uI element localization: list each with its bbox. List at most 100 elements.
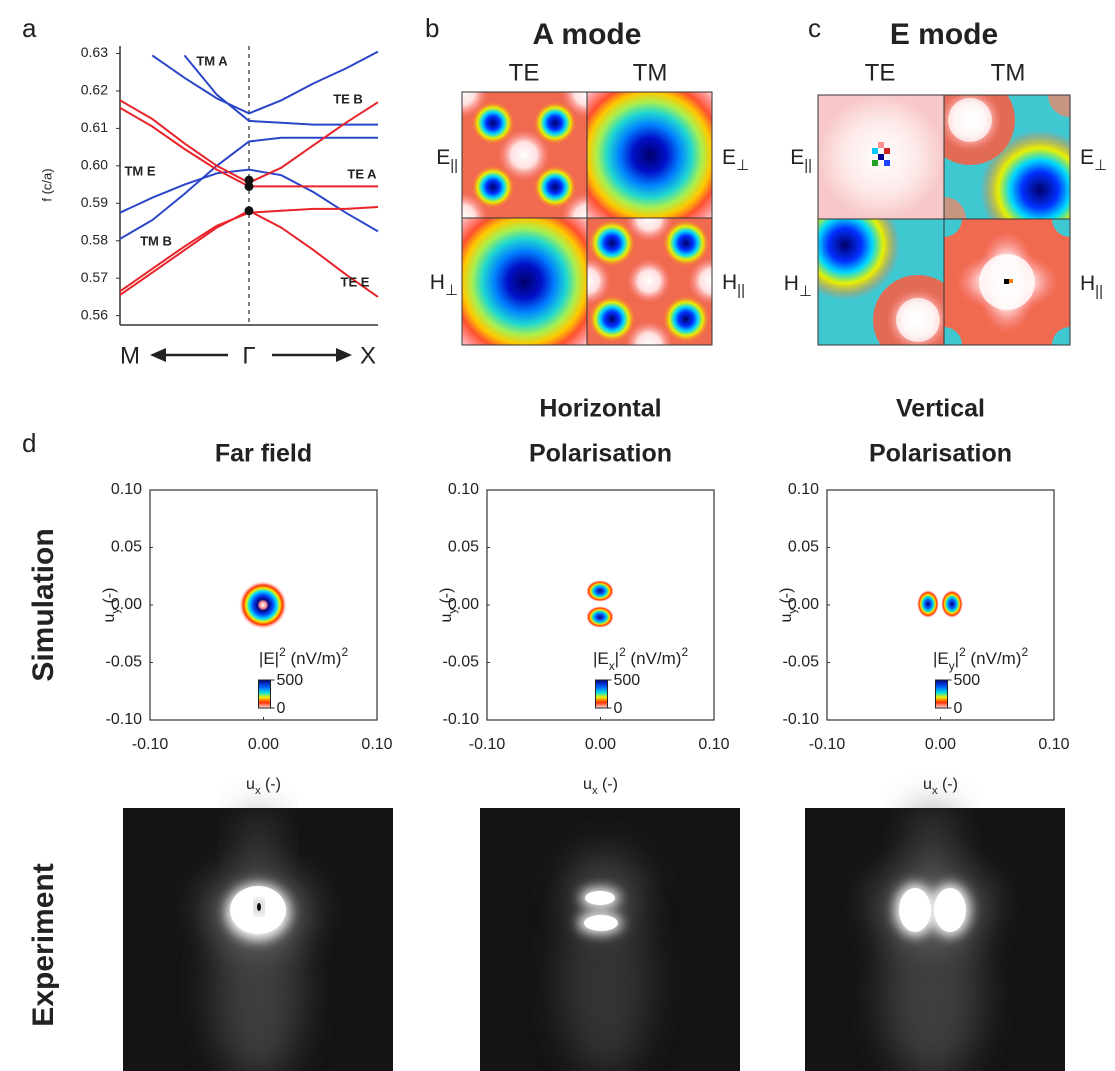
text-part: u bbox=[101, 614, 118, 623]
band-annotation: TM B bbox=[140, 233, 172, 248]
x-axis-label: X bbox=[360, 342, 376, 369]
y-tick-label: 0.61 bbox=[81, 119, 108, 135]
simulation-images bbox=[239, 580, 963, 629]
mode-title: A mode bbox=[533, 18, 642, 51]
x-axis-label: M bbox=[120, 342, 140, 369]
panel-title: Polarisation bbox=[869, 440, 1012, 468]
figure: af (c/a)0.560.570.580.590.600.610.620.63… bbox=[0, 0, 1115, 1071]
text-part: u bbox=[438, 614, 455, 623]
text-part: (-) bbox=[598, 776, 618, 793]
colorbar bbox=[596, 680, 608, 708]
map-tm-e-perp bbox=[587, 92, 712, 218]
text-part: (-) bbox=[101, 588, 118, 608]
field-label: E|| bbox=[436, 146, 458, 175]
mode-title: E mode bbox=[890, 18, 998, 51]
band-annotation: TE B bbox=[333, 91, 363, 106]
colorbar bbox=[936, 680, 948, 708]
field-label: E⊥ bbox=[1080, 146, 1107, 175]
text-part: u bbox=[923, 776, 932, 793]
band-annotation: TE A bbox=[347, 166, 377, 181]
x-tick-label: 0.10 bbox=[698, 736, 729, 753]
panel-label: b bbox=[425, 13, 439, 43]
panel-label: a bbox=[22, 13, 37, 43]
a-mode-maps bbox=[436, 66, 736, 369]
label-base: H bbox=[1080, 272, 1095, 295]
y-tick-label: -0.10 bbox=[783, 711, 820, 728]
label-sub: ⊥ bbox=[736, 157, 749, 174]
field-label: H⊥ bbox=[784, 272, 812, 301]
x-axis-title: ux (-) bbox=[583, 776, 618, 797]
label-base: E bbox=[790, 146, 804, 169]
page: af (c/a)0.560.570.580.590.600.610.620.63… bbox=[0, 0, 1115, 1071]
y-axis-label: f (c/a) bbox=[39, 168, 54, 201]
y-tick-label: 0.05 bbox=[111, 539, 142, 556]
colorbar-tick-label: 0 bbox=[277, 700, 286, 717]
label-sub: || bbox=[804, 157, 812, 174]
y-tick-label: 0.60 bbox=[81, 157, 108, 173]
x-tick-label: -0.10 bbox=[469, 736, 506, 753]
x-tick-label: 0.10 bbox=[1038, 736, 1069, 753]
text-part: (-) bbox=[938, 776, 958, 793]
text-part: (-) bbox=[438, 588, 455, 608]
text-part: (-) bbox=[778, 588, 795, 608]
text-sup: 2 bbox=[1021, 645, 1028, 659]
y-tick-label: -0.10 bbox=[106, 711, 143, 728]
y-tick-label: -0.05 bbox=[443, 654, 480, 671]
y-tick-label: -0.05 bbox=[106, 654, 143, 671]
colorbar-tick-label: 500 bbox=[614, 672, 641, 689]
text-part: |E| bbox=[259, 649, 279, 668]
y-tick-label: 0.56 bbox=[81, 306, 108, 322]
label-base: H bbox=[722, 271, 737, 294]
column-label: TE bbox=[865, 59, 896, 86]
panel-title: Horizontal bbox=[539, 395, 661, 423]
x-tick-label: 0.00 bbox=[925, 736, 956, 753]
panel-title: Far field bbox=[215, 440, 312, 468]
text-sup: 2 bbox=[341, 645, 348, 659]
x-axis-label: Γ bbox=[242, 342, 255, 369]
text-part: |E bbox=[933, 649, 949, 668]
label-base: E bbox=[722, 146, 736, 169]
text-part: u bbox=[583, 776, 592, 793]
experiment-images bbox=[123, 805, 1065, 1071]
colorbar-tick-label: 0 bbox=[614, 700, 623, 717]
gamma-point bbox=[245, 182, 254, 191]
panel-title: Vertical bbox=[896, 395, 985, 423]
map-te-e-par bbox=[436, 66, 613, 244]
panel-label: d bbox=[22, 428, 36, 458]
field-label: E⊥ bbox=[722, 146, 749, 175]
y-tick-label: -0.10 bbox=[443, 711, 480, 728]
map-tm-h-par bbox=[926, 201, 1088, 363]
map-te-e-par bbox=[818, 95, 944, 219]
y-tick-label: 0.05 bbox=[788, 539, 819, 556]
label-base: H bbox=[430, 271, 445, 294]
colorbar-tick-label: 500 bbox=[954, 672, 981, 689]
y-tick-label: 0.63 bbox=[81, 44, 108, 60]
y-tick-label: 0.10 bbox=[448, 481, 479, 498]
colorbar-title: |Ex|2 (nV/m)2 bbox=[593, 645, 689, 673]
text-part: (-) bbox=[261, 776, 281, 793]
column-label: TM bbox=[633, 59, 668, 86]
y-tick-label: 0.10 bbox=[788, 481, 819, 498]
panel-label: c bbox=[808, 13, 821, 43]
field-label: E|| bbox=[790, 146, 812, 175]
column-label: TM bbox=[991, 59, 1026, 86]
row-label: Simulation bbox=[27, 528, 60, 681]
panel-title: Polarisation bbox=[529, 440, 672, 468]
colorbar bbox=[259, 680, 271, 708]
y-tick-label: 0.57 bbox=[81, 269, 108, 285]
field-label: H⊥ bbox=[430, 271, 458, 300]
y-tick-label: 0.58 bbox=[81, 231, 108, 247]
label-sub: || bbox=[1095, 283, 1103, 300]
x-tick-label: 0.00 bbox=[248, 736, 279, 753]
colorbar-tick-label: 0 bbox=[954, 700, 963, 717]
band-annotation: TM A bbox=[196, 53, 228, 68]
band-annotation: TM E bbox=[124, 163, 155, 178]
field-label: H|| bbox=[1080, 272, 1103, 301]
gamma-point bbox=[245, 206, 254, 215]
row-label: Experiment bbox=[27, 863, 60, 1026]
text-part: (nV/m) bbox=[626, 649, 682, 668]
map-tm-h-par bbox=[563, 194, 736, 369]
map-te-h-perp bbox=[462, 218, 587, 345]
x-axis-title: ux (-) bbox=[246, 776, 281, 797]
text-part: |E bbox=[593, 649, 609, 668]
